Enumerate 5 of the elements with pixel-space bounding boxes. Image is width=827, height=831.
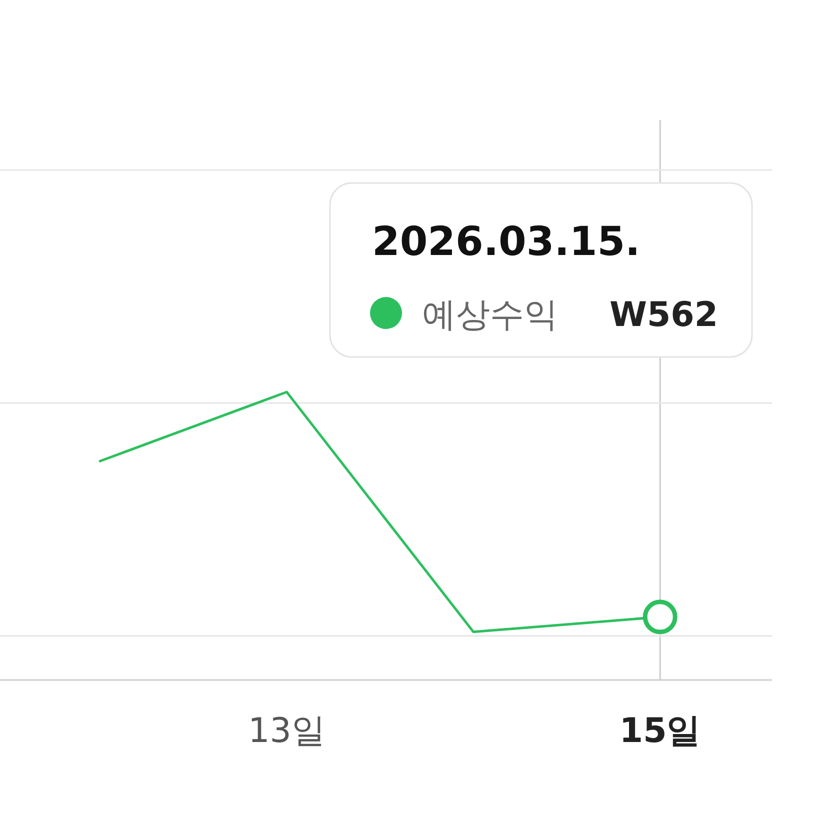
x-tick-label: 15일 <box>619 711 701 751</box>
legend-label: 예상수익 <box>422 295 558 335</box>
x-tick-label: 13일 <box>248 711 326 751</box>
text: W562 <box>610 295 718 335</box>
text: 2026.03.15. <box>372 219 640 265</box>
